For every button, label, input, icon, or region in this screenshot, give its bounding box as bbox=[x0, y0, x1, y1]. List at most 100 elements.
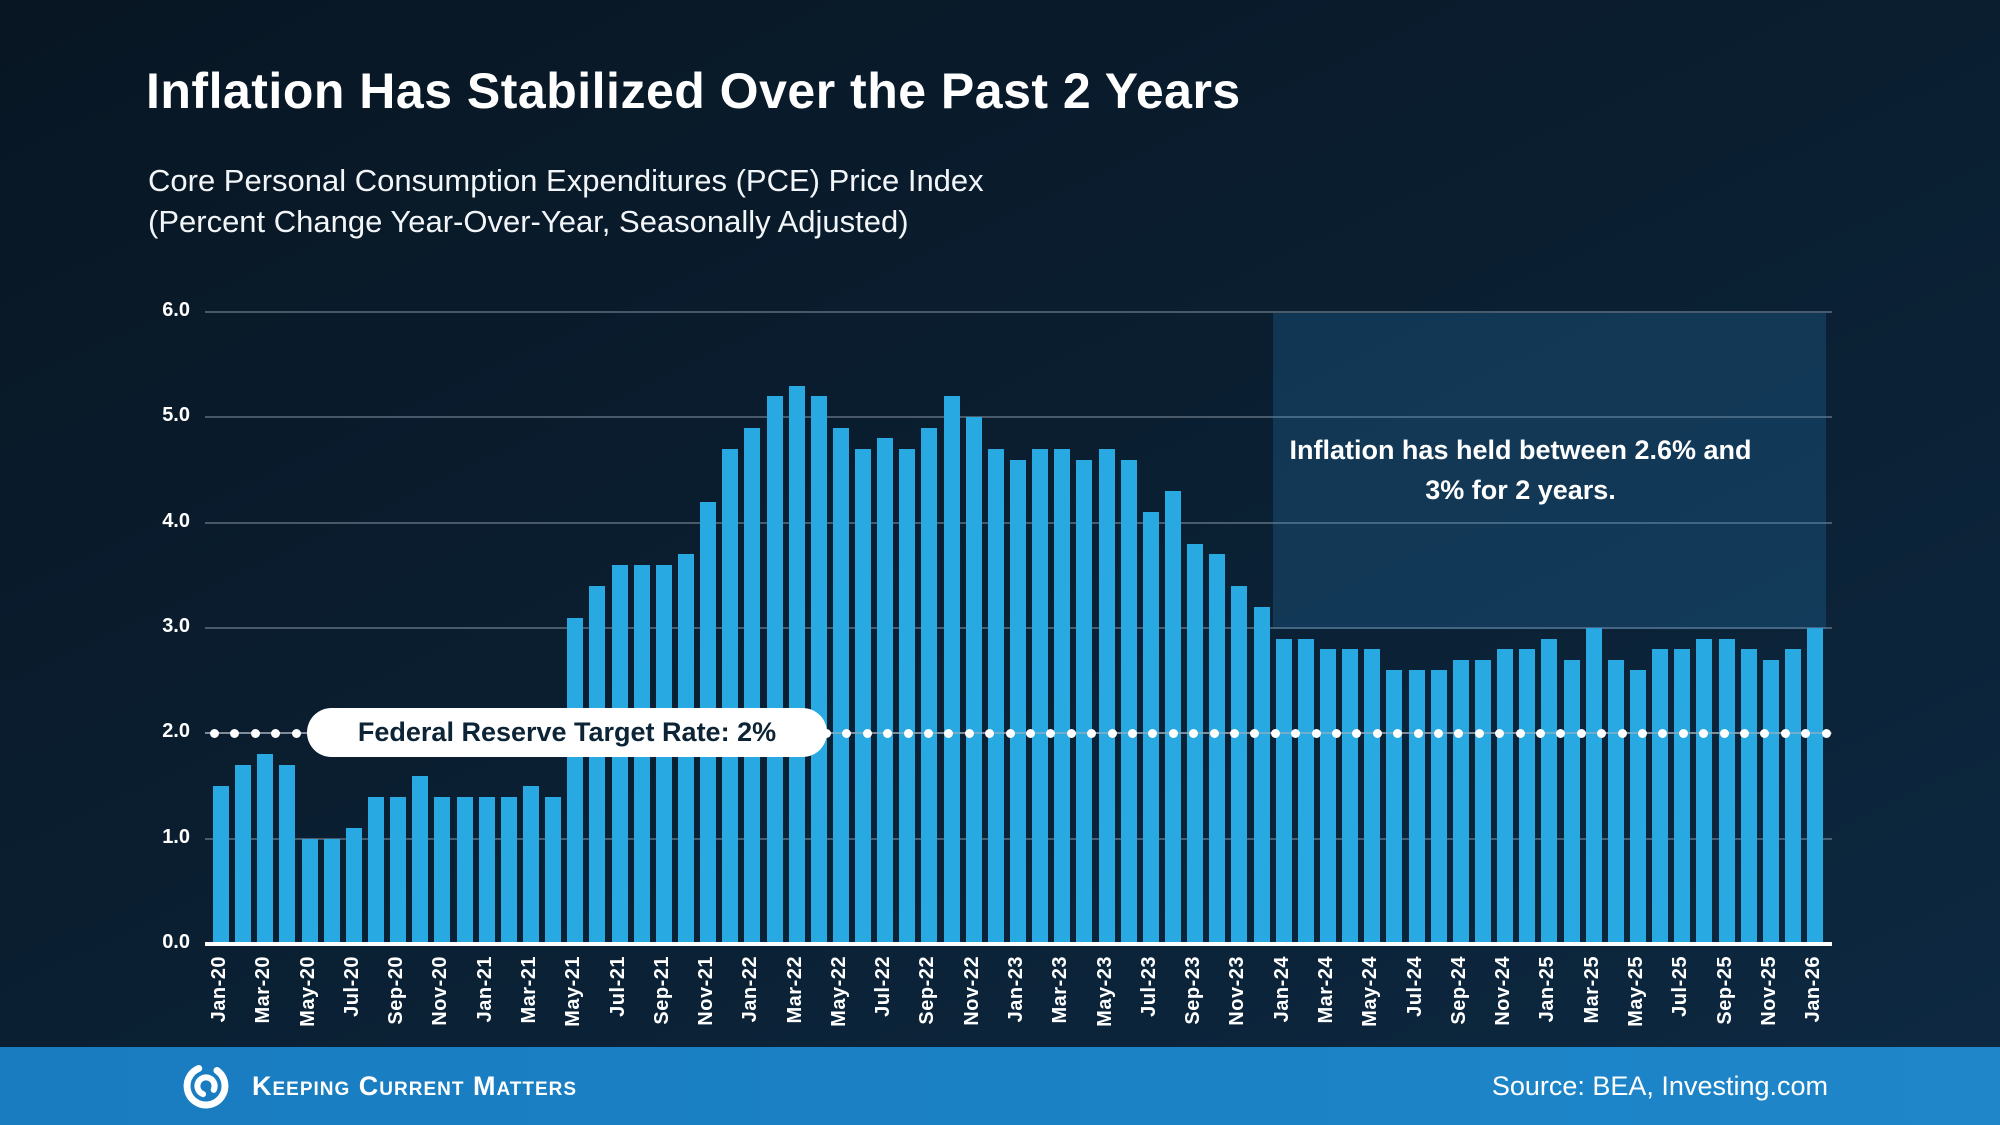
x-tick-label: May-23 bbox=[1093, 956, 1116, 1027]
bar-Jan-21 bbox=[478, 796, 495, 944]
bar-Aug-25 bbox=[1696, 638, 1713, 944]
annotation-line-2: 3% for 2 years. bbox=[1425, 475, 1616, 505]
bar-Feb-20 bbox=[235, 764, 252, 944]
bar-Jul-24 bbox=[1408, 670, 1425, 944]
x-tick-label: Jan-25 bbox=[1536, 956, 1559, 1023]
target-dot bbox=[1536, 728, 1545, 738]
y-tick-label: 6.0 bbox=[162, 299, 190, 322]
bar-Jan-20 bbox=[213, 786, 229, 944]
x-tick-label: Nov-21 bbox=[695, 956, 718, 1026]
bar-Aug-20 bbox=[368, 796, 384, 944]
target-dot bbox=[903, 728, 913, 738]
target-dot bbox=[1413, 728, 1423, 738]
target-dot bbox=[964, 728, 974, 738]
bar-Mar-25 bbox=[1585, 628, 1602, 944]
bar-Feb-21 bbox=[500, 796, 517, 944]
bar-May-22 bbox=[832, 427, 849, 944]
y-tick-label: 5.0 bbox=[162, 404, 190, 427]
target-dot bbox=[1107, 728, 1117, 738]
bar-Oct-22 bbox=[943, 396, 960, 944]
y-tick-label: 4.0 bbox=[162, 509, 190, 532]
bar-May-21 bbox=[567, 617, 584, 944]
bar-Sep-22 bbox=[921, 427, 938, 944]
bar-Feb-22 bbox=[766, 396, 783, 944]
target-dot bbox=[1066, 728, 1076, 738]
x-tick-label: Jul-25 bbox=[1669, 956, 1692, 1017]
x-tick-label: Mar-20 bbox=[252, 956, 275, 1024]
bar-Jun-25 bbox=[1652, 649, 1668, 944]
page-title: Inflation Has Stabilized Over the Past 2… bbox=[146, 63, 1241, 119]
target-dot bbox=[862, 728, 872, 738]
bar-Feb-24 bbox=[1297, 638, 1314, 944]
x-tick-label: Sep-21 bbox=[650, 956, 673, 1025]
bar-Mar-23 bbox=[1054, 448, 1071, 944]
bar-Jul-23 bbox=[1142, 512, 1159, 944]
target-dot bbox=[1209, 728, 1219, 738]
target-dot bbox=[1597, 728, 1607, 738]
x-axis-line bbox=[205, 942, 1832, 946]
target-dot bbox=[1576, 728, 1586, 738]
target-dot bbox=[1556, 728, 1566, 738]
target-dot bbox=[1495, 728, 1505, 738]
bar-Jan-26 bbox=[1807, 628, 1823, 944]
bar-Aug-23 bbox=[1165, 491, 1181, 944]
target-dot bbox=[1638, 728, 1647, 738]
x-tick-label: Jan-26 bbox=[1802, 956, 1824, 1023]
kcm-logo-icon bbox=[181, 1061, 231, 1116]
target-dot bbox=[985, 728, 995, 738]
source-attribution: Source: BEA, Investing.com bbox=[1491, 1070, 1828, 1101]
bar-Oct-25 bbox=[1740, 649, 1757, 944]
x-tick-label: Mar-21 bbox=[517, 956, 540, 1024]
target-dot bbox=[1515, 728, 1525, 738]
x-tick-label: Sep-23 bbox=[1182, 956, 1205, 1025]
subtitle-line-2: (Percent Change Year-Over-Year, Seasonal… bbox=[148, 204, 909, 239]
x-tick-label: May-21 bbox=[562, 956, 585, 1027]
bar-Jul-25 bbox=[1674, 649, 1691, 944]
bar-Apr-25 bbox=[1607, 659, 1624, 944]
bar-Mar-24 bbox=[1320, 649, 1336, 944]
bar-Oct-24 bbox=[1474, 659, 1491, 944]
bar-Jan-23 bbox=[1010, 459, 1026, 944]
target-dot bbox=[1434, 728, 1443, 738]
x-tick-label: Jan-24 bbox=[1270, 956, 1293, 1023]
bar-Mar-21 bbox=[522, 786, 539, 944]
target-dot bbox=[250, 728, 260, 738]
subtitle-line-1: Core Personal Consumption Expenditures (… bbox=[148, 163, 984, 198]
x-tick-label: May-25 bbox=[1624, 956, 1647, 1027]
target-dot bbox=[842, 728, 852, 738]
gridline-5.0 bbox=[205, 416, 1832, 419]
target-dot bbox=[1801, 728, 1811, 738]
x-tick-label: Jul-23 bbox=[1137, 956, 1160, 1017]
x-tick-label: May-20 bbox=[296, 956, 319, 1027]
chart-subtitle: Core Personal Consumption Expenditures (… bbox=[148, 160, 984, 242]
bar-Nov-24 bbox=[1497, 649, 1514, 944]
bar-May-23 bbox=[1098, 448, 1115, 944]
bar-Dec-23 bbox=[1253, 606, 1270, 944]
target-dot bbox=[1352, 728, 1362, 738]
target-dot bbox=[1658, 728, 1668, 738]
bar-Feb-25 bbox=[1563, 659, 1580, 944]
bar-May-20 bbox=[301, 838, 318, 944]
x-tick-label: Jan-22 bbox=[739, 956, 762, 1023]
bar-Apr-24 bbox=[1342, 649, 1359, 944]
bar-May-24 bbox=[1364, 649, 1381, 944]
target-dot bbox=[291, 728, 301, 738]
x-tick-label: Mar-25 bbox=[1580, 956, 1603, 1024]
gridline-6.0 bbox=[205, 311, 1832, 314]
bar-Oct-23 bbox=[1209, 554, 1226, 944]
y-tick-label: 1.0 bbox=[162, 825, 190, 848]
bar-Apr-20 bbox=[279, 764, 296, 944]
y-tick-label: 0.0 bbox=[162, 931, 190, 953]
target-dot bbox=[1311, 728, 1321, 738]
bar-Nov-20 bbox=[434, 796, 451, 944]
bar-Jul-22 bbox=[877, 438, 894, 944]
target-dot bbox=[1760, 728, 1770, 738]
bar-Dec-24 bbox=[1519, 649, 1536, 944]
bar-Jun-24 bbox=[1386, 670, 1403, 944]
target-dot bbox=[1821, 728, 1831, 738]
bar-Jun-23 bbox=[1120, 459, 1137, 944]
x-tick-label: Nov-25 bbox=[1757, 956, 1780, 1026]
fed-target-rate-label: Federal Reserve Target Rate: 2% bbox=[307, 708, 827, 757]
bar-Dec-20 bbox=[456, 796, 473, 944]
